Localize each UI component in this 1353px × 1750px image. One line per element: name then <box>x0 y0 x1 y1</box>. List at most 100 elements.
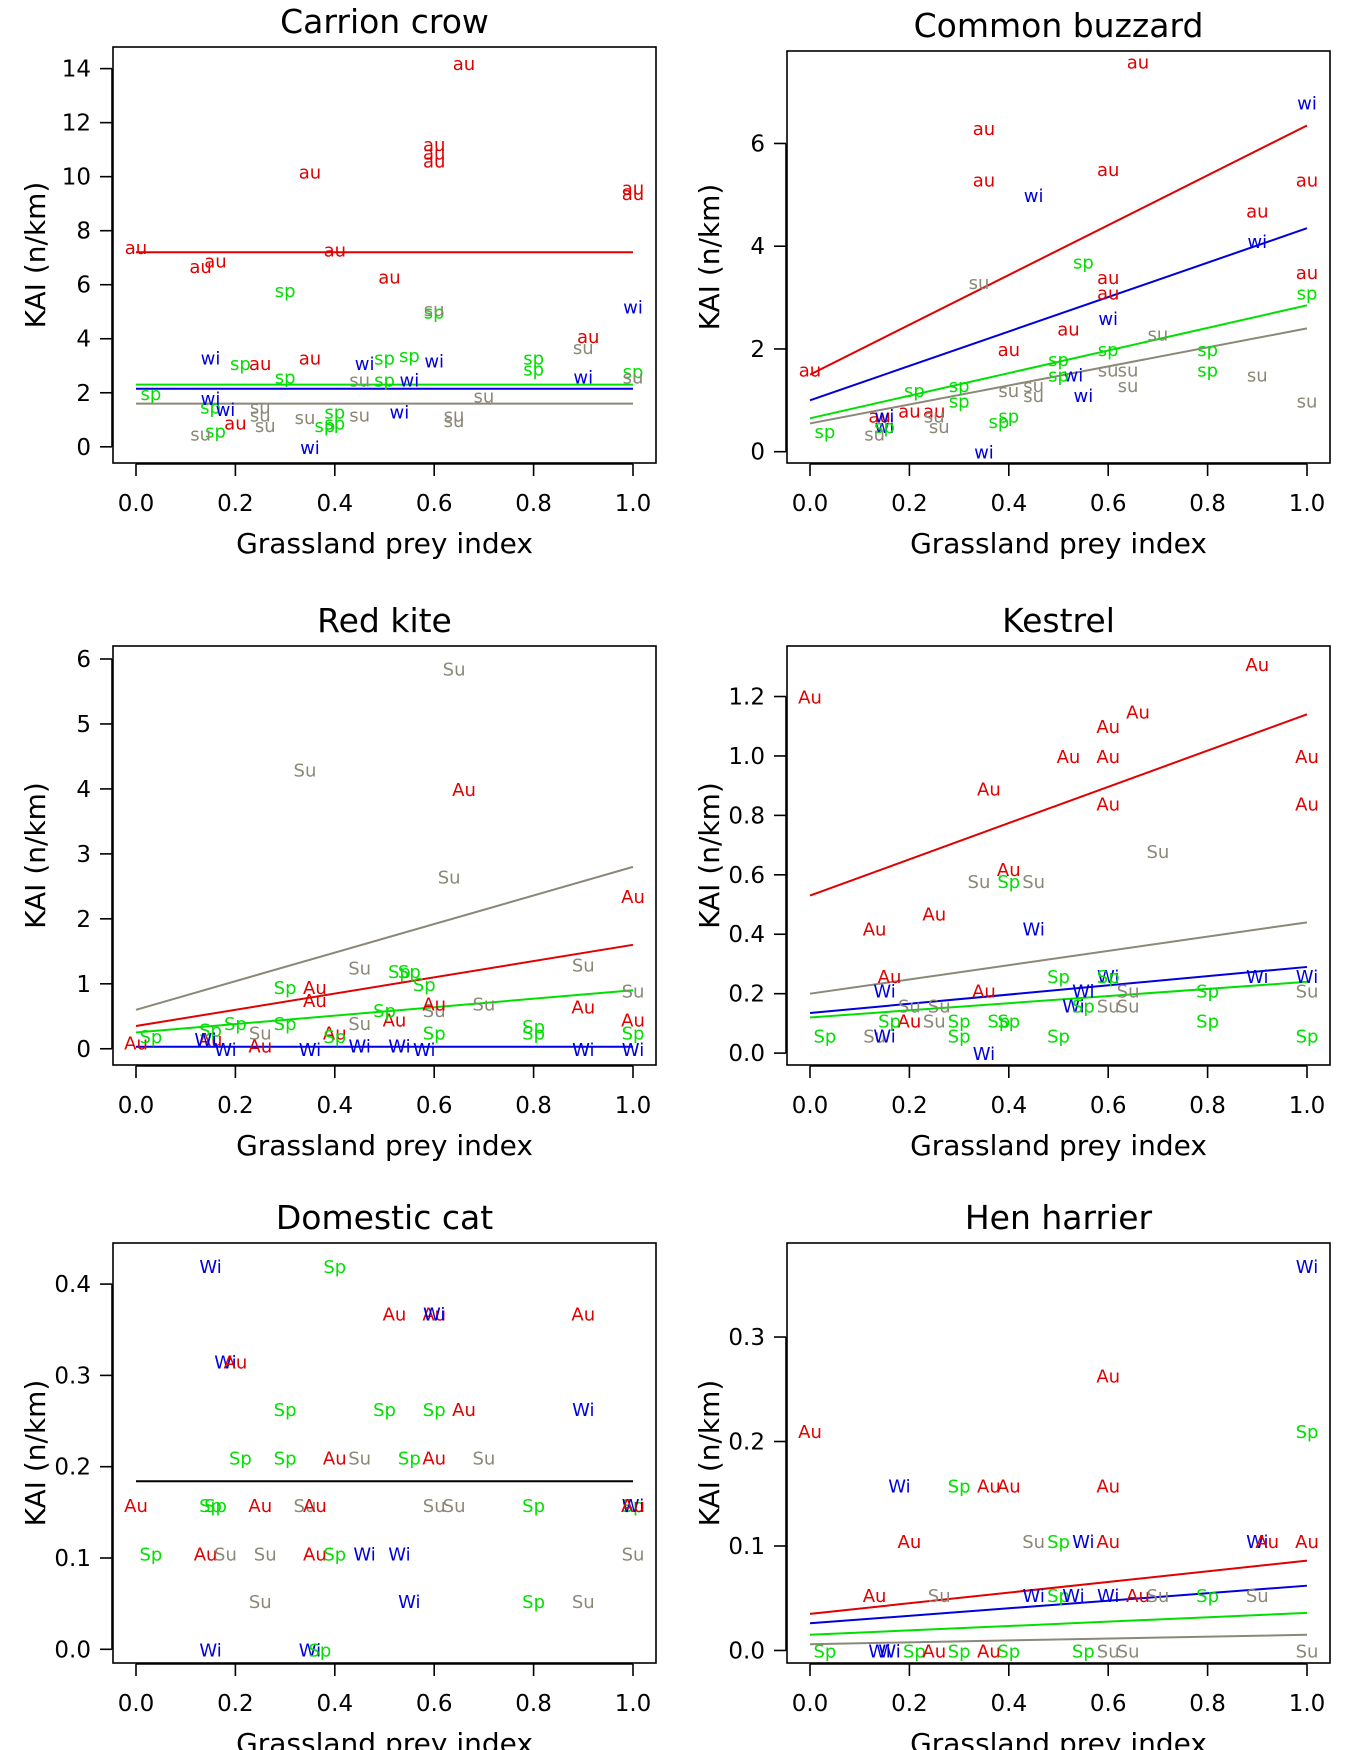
data-point-sp: Sp <box>423 1024 446 1045</box>
data-point-su: su <box>969 273 990 294</box>
x-tick-label: 0.0 <box>118 491 155 517</box>
data-point-wi: Wi <box>423 1304 445 1325</box>
data-point-su: Su <box>423 1496 446 1517</box>
chart-title: Carrion crow <box>280 2 489 41</box>
data-point-au: Au <box>571 1304 595 1325</box>
data-point-su: Su <box>472 994 495 1015</box>
data-point-au: au <box>299 349 321 370</box>
x-tick-label: 0.8 <box>515 491 552 517</box>
data-point-su: Su <box>928 997 951 1018</box>
regression-lines <box>809 713 1308 1019</box>
data-point-sp: Sp <box>948 1026 971 1047</box>
data-point-wi: Wi <box>299 1640 321 1661</box>
data-point-sp: sp <box>998 407 1019 428</box>
data-point-au: au <box>204 251 226 272</box>
y-tick-label: 10 <box>62 165 91 191</box>
data-point-sp: Sp <box>229 1449 252 1470</box>
data-point-sp: sp <box>988 412 1009 433</box>
data-point-sp: sp <box>399 346 420 367</box>
x-axis: 0.0 0.2 0.4 0.6 0.8 1.0 <box>792 1065 1325 1119</box>
data-point-wi: Wi <box>622 1040 644 1061</box>
data-point-wi: wi <box>201 349 221 370</box>
data-point-su: su <box>255 416 276 437</box>
data-point-au: au <box>189 257 211 278</box>
data-point-au: Au <box>124 1496 148 1517</box>
data-point-au: Au <box>972 982 996 1003</box>
data-point-au: Au <box>422 994 446 1015</box>
x-tick-label: 0.0 <box>792 1093 829 1119</box>
data-point-su: Su <box>1022 872 1045 893</box>
data-point-su: Su <box>254 1544 277 1565</box>
data-point-sp: sp <box>275 368 296 389</box>
data-point-su: Su <box>1296 1641 1319 1662</box>
y-tick-label: 2 <box>750 337 765 363</box>
x-tick-label: 0.6 <box>1090 1691 1127 1717</box>
data-point-wi: Wi <box>413 1040 435 1061</box>
data-point-au: au <box>1127 52 1149 73</box>
data-point-au: au <box>1246 201 1268 222</box>
plot-frame <box>112 645 657 1066</box>
data-point-au: au <box>378 268 400 289</box>
y-axis: 0 2 4 6 8 10 12 14 <box>62 57 113 461</box>
data-point-wi: Wi <box>398 1592 420 1613</box>
data-point-sp: sp <box>1048 366 1069 387</box>
regression-lines <box>809 124 1308 425</box>
data-point-au: Au <box>194 1544 218 1565</box>
y-tick-label: 1 <box>76 972 91 998</box>
data-point-au: Au <box>1096 747 1120 768</box>
data-point-au: Au <box>1096 717 1120 738</box>
data-point-au: Au <box>1096 1532 1120 1553</box>
y-tick-label: 0.8 <box>728 803 765 829</box>
data-point-sp: Sp <box>274 1400 297 1421</box>
data-point-wi: wi <box>216 400 236 421</box>
data-point-wi: wi <box>390 403 410 424</box>
chart-title: Kestrel <box>1002 601 1115 640</box>
y-tick-label: 0.2 <box>728 982 765 1008</box>
chart-title: Domestic cat <box>276 1198 493 1237</box>
data-point-au: Au <box>977 780 1001 801</box>
data-point-au: Au <box>863 919 887 940</box>
data-point-su: Su <box>249 1024 272 1045</box>
data-point-wi: Wi <box>973 1044 995 1065</box>
data-point-au: Au <box>621 1496 645 1517</box>
regression-line-au <box>135 943 634 1028</box>
data-point-wi: Wi <box>878 1641 900 1662</box>
regression-line-au <box>809 124 1308 376</box>
data-point-au: Au <box>323 1449 347 1470</box>
data-point-au: au <box>898 402 920 423</box>
data-point-wi: wi <box>1297 93 1317 114</box>
data-point-su: Su <box>438 868 461 889</box>
y-tick-label: 4 <box>750 234 765 260</box>
data-point-wi: Wi <box>1022 919 1044 940</box>
data-point-wi: Wi <box>353 1544 375 1565</box>
data-point-wi: wi <box>1064 366 1084 387</box>
data-point-su: su <box>349 405 370 426</box>
data-point-sp: sp <box>623 362 644 383</box>
data-point-sp: Sp <box>987 1011 1010 1032</box>
data-point-sp: Sp <box>373 1400 396 1421</box>
data-point-wi: Wi <box>1062 1586 1084 1607</box>
chart-panel-3: Red kite 0.0 0.2 0.4 0.6 0.8 1.0 Grassland prey… <box>19 601 657 1162</box>
data-point-sp: sp <box>374 370 395 391</box>
data-point-sp: Sp <box>1047 967 1070 988</box>
regression-line-sp <box>809 304 1308 420</box>
y-tick-label: 0.2 <box>54 1455 91 1481</box>
regression-line-wi <box>809 965 1308 1014</box>
regression-line-su <box>809 921 1308 995</box>
data-point-su: Su <box>443 660 466 681</box>
x-axis-label: Grassland prey index <box>910 527 1207 560</box>
y-axis: 0.0 0.1 0.2 0.3 0.4 <box>54 1272 113 1663</box>
data-point-au: Au <box>422 1304 446 1325</box>
data-point-wi: wi <box>300 438 320 459</box>
y-axis-label: KAI (n/km) <box>693 782 726 929</box>
data-point-sp: sp <box>1197 361 1218 382</box>
data-point-au: Au <box>1057 747 1081 768</box>
data-point-au: Au <box>323 1024 347 1045</box>
x-tick-label: 0.4 <box>317 1093 354 1119</box>
data-point-sp: sp <box>200 397 221 418</box>
data-point-su: Su <box>423 1001 446 1022</box>
data-point-au: Au <box>1096 1476 1120 1497</box>
x-tick-label: 1.0 <box>1289 1691 1326 1717</box>
